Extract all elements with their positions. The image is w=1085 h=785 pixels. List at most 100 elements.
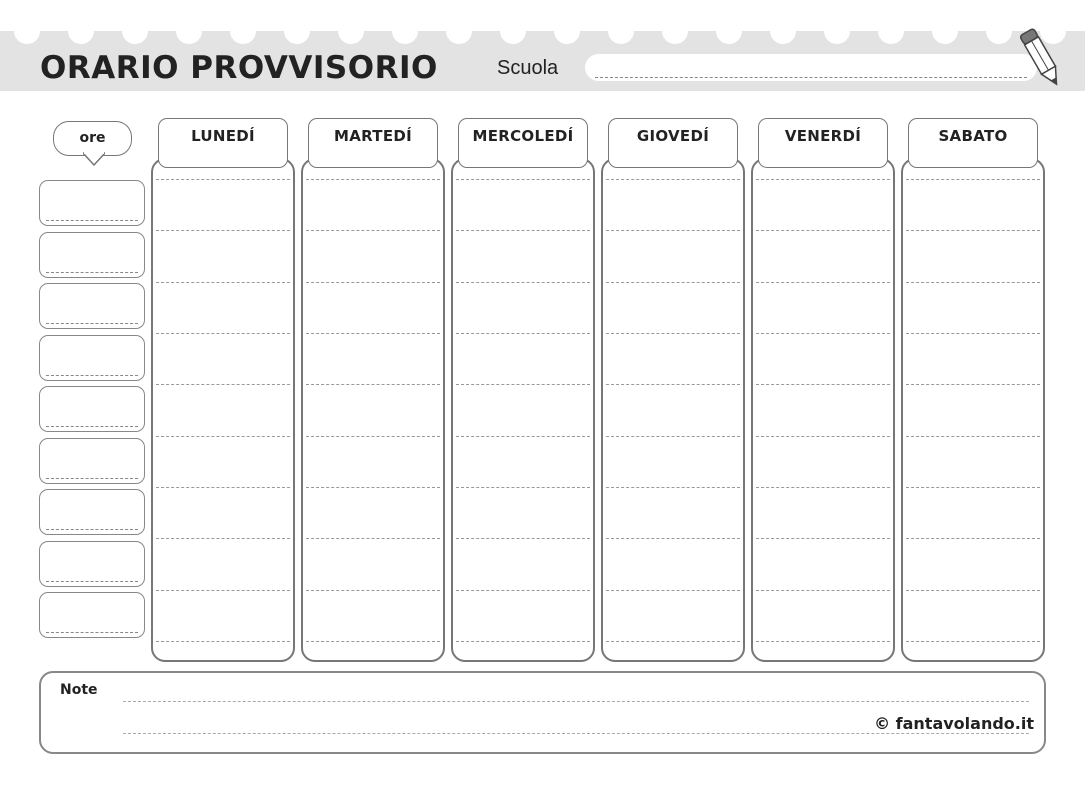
row-line bbox=[606, 179, 740, 180]
row-line bbox=[906, 282, 1040, 283]
scallop-decoration bbox=[716, 18, 742, 44]
note-line bbox=[123, 701, 1029, 702]
hour-slot[interactable] bbox=[39, 283, 145, 329]
row-line bbox=[456, 282, 590, 283]
row-line bbox=[456, 436, 590, 437]
scallop-decoration bbox=[608, 18, 634, 44]
hour-line bbox=[46, 271, 138, 273]
day-header: GIOVEDÍ bbox=[608, 118, 738, 168]
hour-slot[interactable] bbox=[39, 386, 145, 432]
school-label: Scuola bbox=[497, 57, 559, 79]
hour-slot[interactable] bbox=[39, 540, 145, 587]
note-label: Note bbox=[60, 682, 98, 698]
day-column[interactable] bbox=[301, 158, 445, 662]
row-line bbox=[306, 487, 440, 488]
row-line bbox=[306, 436, 440, 437]
row-line bbox=[606, 282, 740, 283]
hour-slot[interactable] bbox=[39, 334, 145, 381]
scallop-decoration bbox=[662, 18, 688, 44]
row-line bbox=[606, 436, 740, 437]
pencil-icon bbox=[1019, 28, 1058, 86]
hour-line bbox=[46, 580, 138, 582]
row-line bbox=[756, 384, 890, 385]
day-label: MARTEDÍ bbox=[333, 127, 413, 145]
row-line bbox=[906, 230, 1040, 231]
scallop-decoration bbox=[500, 18, 526, 44]
row-line bbox=[156, 641, 290, 642]
hour-slot[interactable] bbox=[39, 489, 145, 535]
day-column[interactable] bbox=[151, 158, 295, 662]
scallop-decoration bbox=[1040, 18, 1066, 44]
scallop-decoration bbox=[14, 18, 40, 44]
note-box[interactable]: Note © fantavolando.it bbox=[39, 671, 1046, 754]
hour-line bbox=[46, 220, 138, 221]
hour-line bbox=[46, 477, 138, 479]
hour-line bbox=[46, 374, 138, 376]
scallop-decoration bbox=[68, 18, 94, 44]
day-label: SABATO bbox=[938, 127, 1008, 145]
hour-slot[interactable] bbox=[39, 180, 145, 226]
row-line bbox=[606, 538, 740, 539]
scallop-decoration bbox=[392, 18, 418, 44]
row-line bbox=[156, 487, 290, 488]
scallop-decoration bbox=[230, 18, 256, 44]
scallop-decoration bbox=[824, 18, 850, 44]
row-line bbox=[756, 282, 890, 283]
day-header: MERCOLEDÍ bbox=[458, 118, 588, 168]
hour-line bbox=[46, 632, 138, 633]
row-line bbox=[756, 179, 890, 180]
hour-line bbox=[46, 426, 138, 427]
day-column[interactable] bbox=[451, 158, 595, 662]
hour-slot[interactable] bbox=[39, 437, 145, 484]
day-column[interactable] bbox=[901, 158, 1045, 662]
day-label: VENERDÍ bbox=[784, 127, 862, 145]
row-line bbox=[456, 179, 590, 180]
day-label: GIOVEDÍ bbox=[636, 127, 710, 145]
row-line bbox=[606, 333, 740, 334]
row-line bbox=[456, 487, 590, 488]
row-line bbox=[306, 230, 440, 231]
row-line bbox=[456, 590, 590, 591]
row-line bbox=[606, 487, 740, 488]
row-line bbox=[756, 333, 890, 334]
speech-tail-icon bbox=[83, 150, 105, 166]
row-line bbox=[606, 230, 740, 231]
row-line bbox=[756, 641, 890, 642]
scallop-decoration bbox=[446, 18, 472, 44]
day-header: LUNEDÍ bbox=[158, 118, 288, 168]
row-line bbox=[906, 538, 1040, 539]
row-line bbox=[156, 538, 290, 539]
school-input[interactable] bbox=[585, 54, 1037, 81]
ore-bubble: ore bbox=[53, 121, 132, 156]
row-line bbox=[606, 641, 740, 642]
day-column[interactable] bbox=[601, 158, 745, 662]
row-line bbox=[306, 538, 440, 539]
row-line bbox=[306, 384, 440, 385]
row-line bbox=[756, 538, 890, 539]
row-line bbox=[906, 590, 1040, 591]
hour-slot[interactable] bbox=[39, 592, 145, 638]
scallop-decoration bbox=[932, 18, 958, 44]
day-label: MERCOLEDÍ bbox=[472, 127, 574, 145]
row-line bbox=[756, 487, 890, 488]
day-label: LUNEDÍ bbox=[191, 127, 255, 145]
row-line bbox=[456, 384, 590, 385]
row-line bbox=[456, 333, 590, 334]
row-line bbox=[156, 179, 290, 180]
row-line bbox=[156, 384, 290, 385]
row-line bbox=[456, 538, 590, 539]
row-line bbox=[606, 590, 740, 591]
day-header: MARTEDÍ bbox=[308, 118, 438, 168]
hour-slot[interactable] bbox=[39, 231, 145, 278]
row-line bbox=[156, 282, 290, 283]
row-line bbox=[906, 436, 1040, 437]
day-column[interactable] bbox=[751, 158, 895, 662]
row-line bbox=[306, 333, 440, 334]
hour-line bbox=[46, 529, 138, 530]
row-line bbox=[906, 487, 1040, 488]
row-line bbox=[756, 590, 890, 591]
row-line bbox=[306, 590, 440, 591]
row-line bbox=[456, 641, 590, 642]
row-line bbox=[306, 282, 440, 283]
hour-line bbox=[46, 323, 138, 324]
